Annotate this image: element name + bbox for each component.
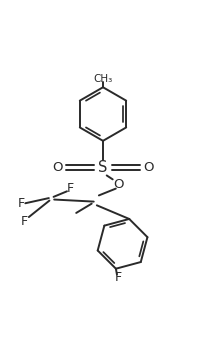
Text: F: F bbox=[18, 197, 25, 210]
Text: F: F bbox=[21, 215, 28, 228]
Text: CH₃: CH₃ bbox=[93, 73, 113, 84]
Text: F: F bbox=[114, 271, 122, 284]
Text: O: O bbox=[144, 161, 154, 174]
Text: F: F bbox=[67, 182, 74, 195]
Text: S: S bbox=[98, 160, 108, 175]
Text: O: O bbox=[113, 178, 123, 191]
Text: O: O bbox=[52, 161, 62, 174]
